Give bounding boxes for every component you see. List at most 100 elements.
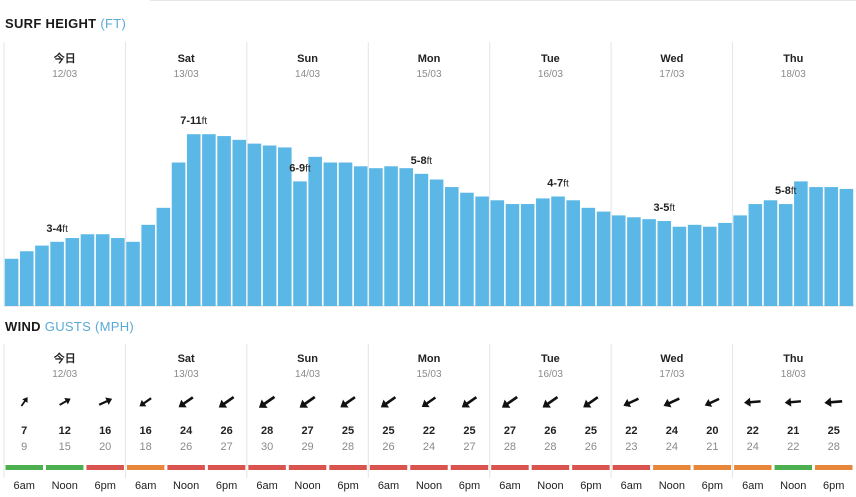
wind-rating-bar xyxy=(410,465,448,470)
surf-bar xyxy=(126,241,140,306)
wind-direction-arrow-icon xyxy=(380,396,397,408)
wind-arrow-head xyxy=(218,399,228,408)
wind-rating-bar xyxy=(369,465,408,470)
wind-direction-arrow-icon xyxy=(421,396,437,408)
wind-arrow-head xyxy=(623,398,632,408)
wind-day-name: Tue xyxy=(541,353,560,365)
surf-range-label: 3-4ft xyxy=(46,223,68,235)
surf-bar xyxy=(444,187,459,306)
wind-time-label: Noon xyxy=(173,480,199,492)
wind-arrow-head xyxy=(139,399,147,407)
wind-day-name: Wed xyxy=(660,353,683,365)
surf-bar xyxy=(353,166,368,306)
wind-arrow-head xyxy=(663,398,672,408)
wind-arrow-head xyxy=(744,397,751,407)
wind-speed: 16 xyxy=(140,425,152,437)
surf-bar xyxy=(186,134,201,306)
surf-day-name: Sun xyxy=(297,53,318,65)
wind-speed: 27 xyxy=(504,425,516,437)
wind-speed: 12 xyxy=(59,425,71,437)
wind-time-label: 6pm xyxy=(459,480,480,492)
wind-gust: 24 xyxy=(747,441,759,453)
surf-range-label: 4-7ft xyxy=(547,177,569,189)
surf-bar xyxy=(596,211,611,306)
wind-rating-bar xyxy=(248,465,286,470)
surf-bar xyxy=(460,192,474,306)
surf-bar xyxy=(111,238,125,306)
wind-direction-arrow-icon xyxy=(583,396,599,408)
wind-direction-arrow-icon xyxy=(501,395,518,408)
wind-time-label: 6pm xyxy=(823,480,844,492)
wind-direction-arrow-icon xyxy=(824,397,843,408)
wind-speed: 24 xyxy=(666,425,679,437)
surf-day-name: 今日 xyxy=(53,51,76,65)
surf-range-value: 4-7 xyxy=(547,177,563,189)
surf-bar xyxy=(566,200,580,306)
wind-time-label: 6pm xyxy=(94,480,115,492)
surf-range-unit: ft xyxy=(202,116,208,127)
wind-gust: 30 xyxy=(261,441,273,453)
wind-gust: 27 xyxy=(220,441,232,453)
surf-height-title: SURF HEIGHT (FT) xyxy=(5,16,126,31)
wind-direction-arrow-icon xyxy=(784,397,801,407)
wind-gust: 9 xyxy=(21,441,27,453)
surf-range-unit: ft xyxy=(427,156,433,167)
wind-gust: 26 xyxy=(180,441,192,453)
wind-arrow-head xyxy=(461,399,471,408)
wind-time-label: 6am xyxy=(256,480,277,492)
wind-speed: 25 xyxy=(463,425,475,437)
wind-rating-bar xyxy=(126,465,165,470)
surf-bar xyxy=(95,234,110,306)
surf-title-strong: SURF HEIGHT xyxy=(5,16,97,31)
surf-bar xyxy=(293,181,307,306)
wind-gust: 28 xyxy=(828,441,840,453)
wind-direction-arrow-icon xyxy=(704,397,720,407)
surf-bar xyxy=(399,168,414,306)
surf-bar xyxy=(672,226,687,306)
wind-arrow-head xyxy=(583,399,592,408)
wind-rating-bar xyxy=(167,465,205,470)
surf-bar xyxy=(778,204,793,306)
wind-direction-arrow-icon xyxy=(139,397,152,407)
surf-day-date: 18/03 xyxy=(781,69,806,80)
surf-bar xyxy=(35,245,49,306)
surf-day-name: Wed xyxy=(660,53,683,65)
wind-title-unit: (MPH) xyxy=(95,319,135,334)
wind-rating-bar xyxy=(734,465,772,470)
wind-direction-arrow-icon xyxy=(98,397,113,406)
wind-time-label: 6am xyxy=(135,480,156,492)
wind-arrow-head xyxy=(824,397,832,408)
wind-time-label: 6am xyxy=(742,480,763,492)
wind-direction-arrow-icon xyxy=(340,396,356,408)
surf-bar xyxy=(763,200,778,306)
wind-rating-bar xyxy=(572,465,610,470)
wind-speed: 20 xyxy=(706,425,718,437)
surf-bar xyxy=(171,162,186,306)
surf-bar xyxy=(733,215,747,306)
surf-bar xyxy=(824,187,839,306)
wind-time-label: Noon xyxy=(780,480,806,492)
wind-speed: 24 xyxy=(180,425,193,437)
surf-bar xyxy=(323,162,338,306)
surf-bar xyxy=(687,224,702,306)
wind-rating-bar xyxy=(491,465,529,470)
wind-speed: 16 xyxy=(99,425,111,437)
wind-time-label: 6am xyxy=(621,480,642,492)
wind-day-date: 17/03 xyxy=(659,369,684,380)
surf-range-unit: ft xyxy=(563,178,569,189)
surf-bar xyxy=(809,187,823,306)
wind-arrow-shaft xyxy=(59,399,68,406)
wind-day-name: Thu xyxy=(783,353,803,365)
surf-bar xyxy=(202,134,216,306)
wind-time-label: Noon xyxy=(659,480,685,492)
wind-direction-arrow-icon xyxy=(218,395,235,408)
wind-time-label: 6pm xyxy=(216,480,237,492)
wind-gust: 24 xyxy=(666,441,678,453)
surf-range-unit: ft xyxy=(305,163,311,174)
wind-speed: 21 xyxy=(787,425,799,437)
wind-gust: 22 xyxy=(787,441,799,453)
surf-day-date: 16/03 xyxy=(538,69,563,80)
surf-bar xyxy=(247,143,262,306)
surf-bar xyxy=(520,204,535,306)
wind-day-date: 12/03 xyxy=(52,369,77,380)
